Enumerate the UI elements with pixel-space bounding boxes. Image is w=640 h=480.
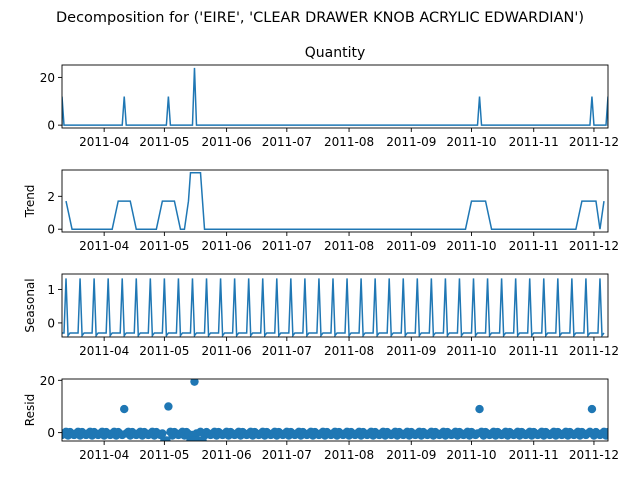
resid-outlier-point — [587, 404, 597, 414]
x-tick-label: 2011-07 — [262, 239, 312, 253]
x-tick-label: 2011-06 — [202, 135, 252, 149]
axes-frame-seasonal — [61, 273, 609, 338]
plot-area-trend — [65, 172, 605, 230]
y-axis-label: Resid — [23, 394, 37, 426]
x-tick-label: 2011-09 — [386, 135, 436, 149]
y-tick-label: 20 — [40, 374, 55, 388]
panel-observed: 2011-04 2011-05 2011-06 2011-07 2011-08 2011-… — [40, 45, 619, 149]
panel-title: Quantity — [305, 45, 366, 61]
x-tick-label: 2011-07 — [262, 344, 312, 358]
resid-point — [603, 427, 608, 437]
observed-series-line — [62, 67, 608, 126]
x-tick-label: 2011-05 — [139, 239, 189, 253]
axes-frame-observed — [61, 64, 609, 129]
x-tick-label: 2011-10 — [446, 448, 496, 462]
x-tick-label: 2011-10 — [446, 344, 496, 358]
x-tick-label: 2011-08 — [324, 239, 374, 253]
y-tick-label: 0 — [47, 223, 55, 237]
y-tick-label: 0 — [47, 316, 55, 330]
x-tick-label: 2011-12 — [569, 344, 619, 358]
resid-outlier-point — [120, 404, 129, 414]
figure-title: Decomposition for ('EIRE', 'CLEAR DRAWER… — [56, 10, 584, 26]
y-tick-label: 2 — [47, 190, 55, 204]
x-tick-label: 2011-04 — [79, 344, 129, 358]
resid-outlier-point — [475, 404, 484, 414]
resid-outlier-point — [190, 379, 199, 386]
plot-area-resid — [62, 379, 608, 441]
resid-point — [158, 429, 167, 438]
x-tick-label: 2011-09 — [386, 344, 436, 358]
plot-area-observed — [62, 67, 608, 126]
x-tick-label: 2011-11 — [509, 344, 559, 358]
x-tick-label: 2011-04 — [79, 239, 129, 253]
x-tick-label: 2011-07 — [262, 448, 312, 462]
x-tick-label: 2011-08 — [324, 135, 374, 149]
x-tick-label: 2011-08 — [324, 448, 374, 462]
x-tick-label: 2011-12 — [569, 239, 619, 253]
y-tick-label: 1 — [47, 283, 55, 297]
x-tick-label: 2011-04 — [79, 135, 129, 149]
panel-seasonal: 2011-04 2011-05 2011-06 2011-07 2011-08 2011-… — [23, 273, 619, 358]
y-axis-label: Trend — [23, 185, 37, 219]
x-tick-label: 2011-05 — [139, 344, 189, 358]
axes-frame-trend — [61, 169, 609, 233]
resid-outlier-point — [164, 402, 173, 411]
y-axis-label: Seasonal — [23, 278, 37, 332]
x-tick-label: 2011-12 — [569, 135, 619, 149]
x-tick-label: 2011-10 — [446, 239, 496, 253]
y-tick-label: 0 — [47, 119, 55, 133]
x-tick-label: 2011-09 — [386, 448, 436, 462]
resid-point — [198, 436, 207, 441]
x-tick-label: 2011-06 — [202, 239, 252, 253]
x-tick-label: 2011-06 — [202, 448, 252, 462]
y-tick-label: 20 — [40, 71, 55, 85]
x-tick-label: 2011-08 — [324, 344, 374, 358]
x-tick-label: 2011-05 — [139, 135, 189, 149]
plot-area-seasonal — [62, 278, 605, 337]
panel-resid: 2011-04 2011-05 2011-06 2011-07 2011-08 2011-… — [23, 374, 619, 462]
x-tick-label: 2011-11 — [509, 135, 559, 149]
seasonal-series-line — [62, 278, 605, 337]
x-tick-label: 2011-05 — [139, 448, 189, 462]
x-tick-label: 2011-04 — [79, 448, 129, 462]
trend-series-line — [65, 172, 605, 230]
x-tick-label: 2011-09 — [386, 239, 436, 253]
x-tick-label: 2011-07 — [262, 135, 312, 149]
resid-point — [162, 436, 171, 441]
x-tick-label: 2011-11 — [509, 448, 559, 462]
x-tick-label: 2011-11 — [509, 239, 559, 253]
axes-frame-resid — [61, 378, 609, 442]
x-tick-label: 2011-10 — [446, 135, 496, 149]
y-tick-label: 0 — [47, 426, 55, 440]
x-tick-label: 2011-12 — [569, 448, 619, 462]
panel-trend: 2011-04 2011-05 2011-06 2011-07 2011-08 2011-… — [23, 169, 619, 253]
x-tick-label: 2011-06 — [202, 344, 252, 358]
